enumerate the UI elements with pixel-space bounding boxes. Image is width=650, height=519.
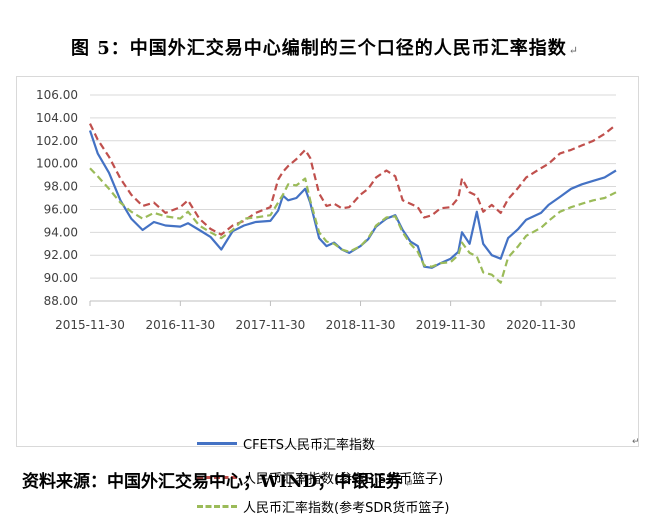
source-note-text: 资料来源：中国外汇交易中心；WIND；中银证券 (22, 472, 403, 492)
legend-swatch-sdr (197, 504, 237, 508)
y-tick-label: 100.00 (36, 157, 78, 171)
x-tick-label: 2016-11-30 (145, 318, 215, 332)
legend-swatch-cfets (197, 441, 237, 445)
y-tick-label: 102.00 (36, 134, 78, 148)
chart-frame: 106.00 104.00 102.00 100.00 98.00 96.00 94.00 9… (16, 76, 639, 516)
x-tick-label: 2015-11-30 (55, 318, 125, 332)
y-tick-label: 94.00 (44, 225, 78, 239)
paragraph-mark-icon: ↵ (404, 477, 414, 490)
legend-label-sdr: 人民币汇率指数(参考SDR货币篮子) (243, 500, 450, 516)
series-line-0 (88, 130, 617, 269)
series-line-2 (89, 167, 617, 284)
y-tick-label: 106.00 (36, 88, 78, 102)
y-tick-label: 98.00 (44, 180, 78, 194)
y-axis: 106.00 104.00 102.00 100.00 98.00 96.00 94.00 9… (36, 88, 78, 308)
y-tick-label: 92.00 (44, 248, 78, 262)
paragraph-mark-icon: ↵ (568, 44, 579, 57)
gridlines (90, 94, 616, 302)
legend-item-cfets: CFETS人民币汇率指数 (197, 432, 375, 454)
y-tick-label: 96.00 (44, 202, 78, 216)
y-tick-label: 88.00 (44, 294, 78, 308)
line-chart: 106.00 104.00 102.00 100.00 98.00 96.00 94.00 9… (36, 88, 617, 332)
source-note: 资料来源：中国外汇交易中心；WIND；中银证券 ↵ (22, 467, 414, 492)
legend-label-bis: 人民币汇率指数(参考BIS货币篮子) (243, 471, 444, 487)
chart-title-text: 图 5：中国外汇交易中心编制的三个口径的人民币汇率指数 (70, 38, 567, 59)
x-tick-label: 2017-11-30 (236, 318, 306, 332)
x-tick-label: 2019-11-30 (416, 318, 486, 332)
legend-item-sdr: 人民币汇率指数(参考SDR货币篮子) (197, 495, 449, 517)
y-tick-label: 90.00 (44, 271, 78, 285)
x-axis: 2015-11-30 2016-11-30 2017-11-30 2018-11-30… (55, 300, 616, 332)
series-line-1 (89, 123, 617, 236)
x-tick-label: 2020-11-30 (506, 318, 576, 332)
legend-label-cfets: CFETS人民币汇率指数 (243, 437, 375, 453)
x-tick-label: 2018-11-30 (326, 318, 396, 332)
corner-mark-icon: ↵ (632, 437, 640, 447)
legend-item-bis: 人民币汇率指数(参考BIS货币篮子) (197, 466, 443, 488)
chart-title: 图 5：中国外汇交易中心编制的三个口径的人民币汇率指数 ↵ (0, 34, 650, 60)
legend-swatch-bis (197, 475, 237, 479)
y-tick-label: 104.00 (36, 111, 78, 125)
series-group (88, 123, 617, 284)
